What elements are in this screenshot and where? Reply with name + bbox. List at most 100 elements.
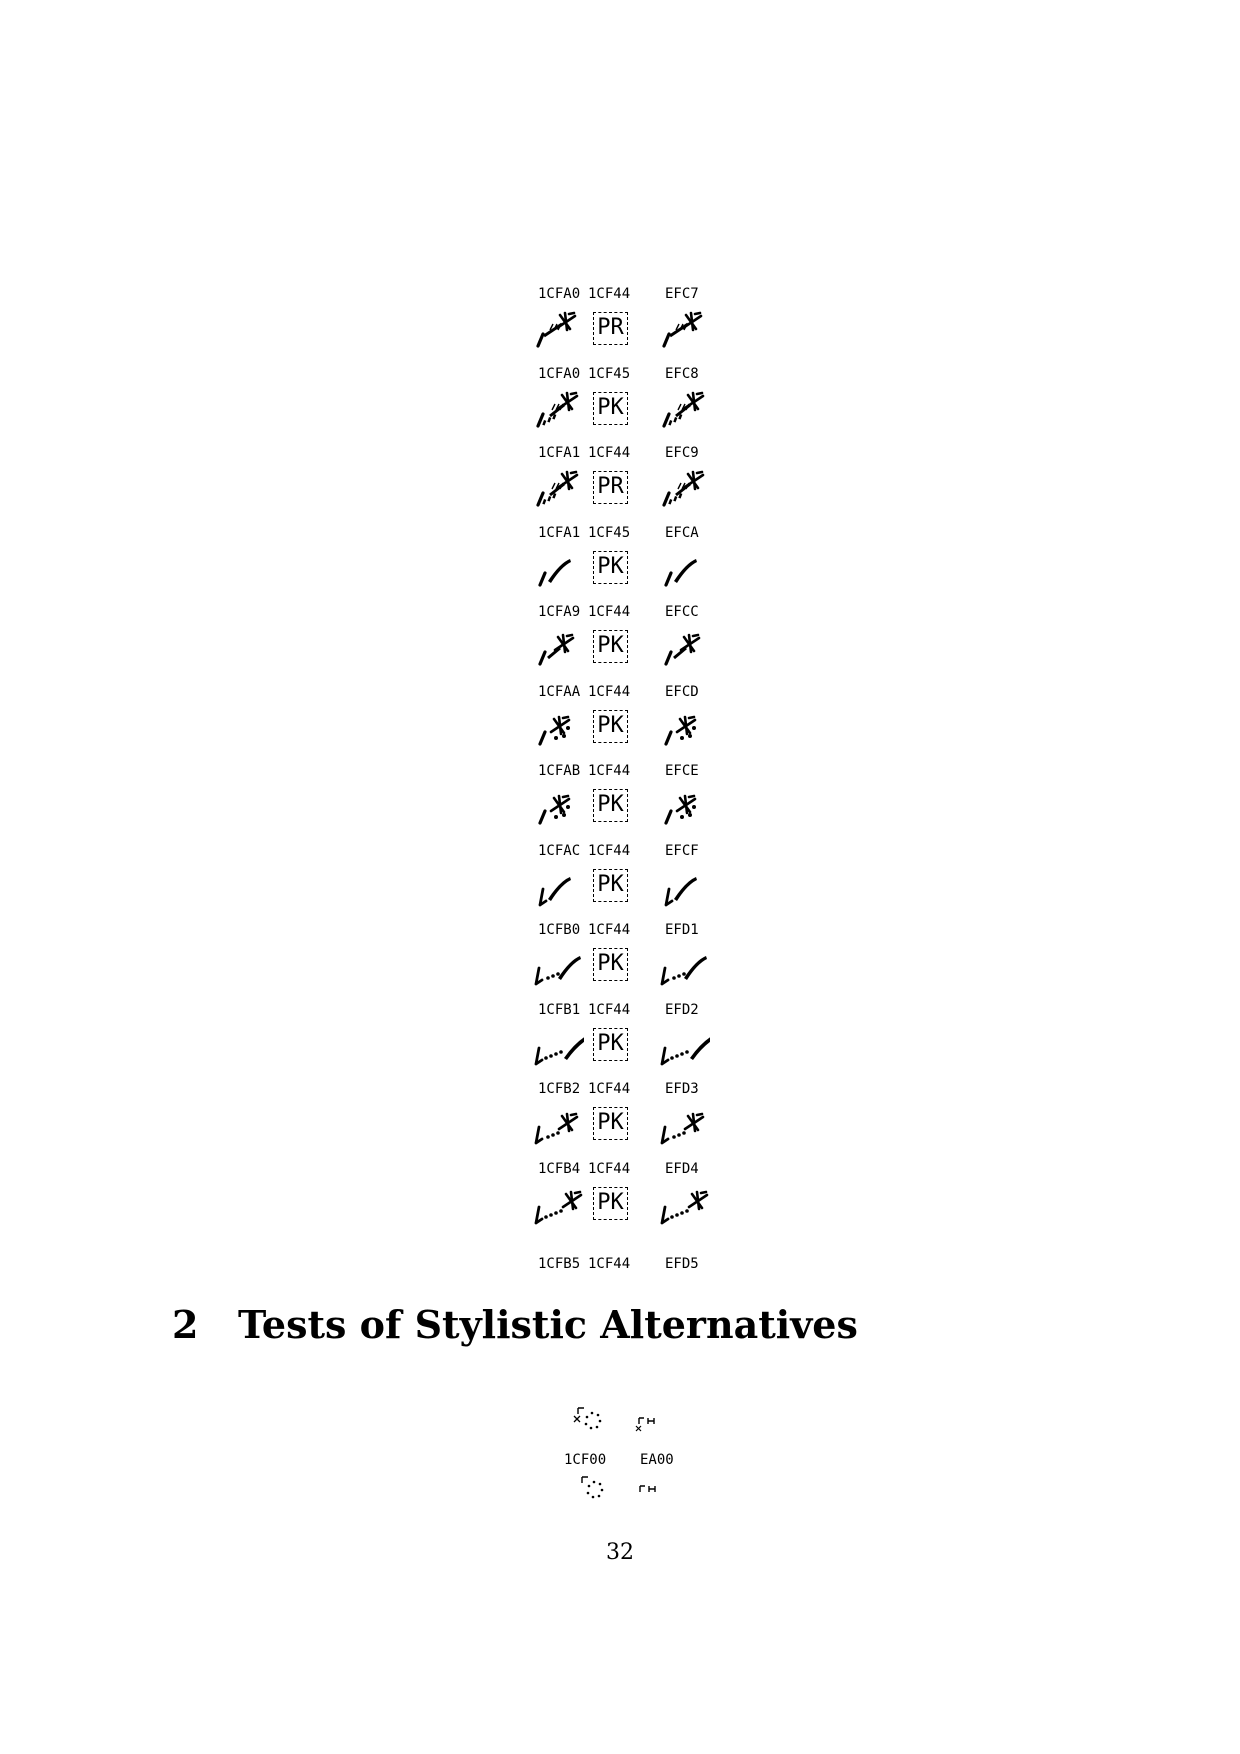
glyph-row: PK — [0, 787, 1240, 831]
code-cell: EFCD — [665, 683, 699, 700]
placeholder-box: PK — [593, 1107, 628, 1140]
code-cell: 1CFA0 — [538, 286, 581, 302]
code-cell: 1CF45 — [588, 524, 631, 541]
code-cell: 1CFA0 — [538, 365, 581, 382]
code-cell: 1CFA1 — [538, 445, 581, 461]
placeholder-box: PK — [593, 630, 628, 663]
composed-glyph-icon — [660, 787, 710, 835]
code-cell: 1CFAB — [538, 763, 581, 779]
code-cell: 1CF44 — [588, 445, 631, 461]
composed-glyph-icon — [660, 628, 710, 676]
placeholder-box: PK — [593, 948, 628, 981]
ligature-glyph-icon — [534, 708, 584, 756]
glyph-row: PK — [0, 1026, 1240, 1070]
ligature-glyph-icon — [534, 310, 584, 358]
placeholder-box: PK — [593, 550, 628, 584]
code-cell: 1CFB1 — [538, 1001, 581, 1018]
code-cell: 1CFB4 — [538, 1160, 581, 1177]
code-cell: 1CF44 — [588, 1256, 631, 1272]
code-cell: 1CF44 — [588, 1160, 631, 1177]
placeholder-box: PR — [593, 471, 628, 504]
composed-glyph-icon — [660, 867, 710, 915]
placeholder-box: PK — [593, 789, 628, 822]
ligature-glyph-icon — [534, 1185, 584, 1233]
code-row: 1CFA0 1CF44 EFC7 — [0, 286, 1240, 306]
composed-glyph-icon — [660, 469, 710, 517]
dotted-circle-glyph-icon — [581, 1476, 604, 1499]
code-cell: 1CF44 — [588, 842, 631, 859]
code-row: 1CFAB 1CF44 EFCE — [0, 763, 1240, 783]
code-cell: 1CF44 — [588, 286, 631, 302]
composed-glyph-icon — [660, 1026, 721, 1074]
composed-glyph-icon — [660, 946, 710, 994]
ligature-glyph-icon — [534, 1105, 584, 1153]
code-cell: EFD2 — [665, 1001, 699, 1018]
code-cell: 1CF44 — [588, 1001, 631, 1018]
letter-glyph-icon — [635, 1417, 655, 1432]
glyph-row: PK — [0, 1105, 1240, 1149]
ligature-glyph-icon — [534, 787, 584, 835]
code-cell: EFC7 — [665, 286, 699, 302]
section-title: Tests of Stylistic Alternatives — [238, 1302, 858, 1347]
ligature-glyph-icon — [534, 867, 584, 915]
placeholder-box: PK — [593, 868, 628, 902]
code-cell: 1CF00 — [564, 1452, 607, 1468]
letter-glyph-icon — [639, 1485, 656, 1492]
code-cell: EFCF — [665, 842, 699, 859]
glyph-row: PK — [0, 628, 1240, 672]
page-number: 32 — [606, 1540, 634, 1565]
glyph-row: PK — [0, 708, 1240, 752]
code-cell: EFCC — [665, 604, 699, 620]
dotted-circle-glyph-icon — [573, 1407, 602, 1430]
code-row: 1CFA1 1CF44 EFC9 — [0, 445, 1240, 465]
code-cell: 1CFB0 — [538, 922, 581, 938]
placeholder-box: PK — [593, 709, 628, 743]
glyph-row: PK — [0, 867, 1240, 911]
composed-glyph-icon — [660, 390, 710, 438]
ligature-glyph-icon — [534, 946, 584, 994]
code-cell: EFC9 — [665, 445, 699, 461]
composed-glyph-icon — [660, 1185, 710, 1233]
code-row: 1CFB2 1CF44 EFD3 — [0, 1081, 1240, 1101]
placeholder-box: PK — [593, 1027, 628, 1061]
code-cell: 1CF45 — [588, 365, 631, 382]
code-cell: 1CFB2 — [538, 1081, 581, 1097]
code-cell: 1CF44 — [588, 604, 631, 620]
code-row: 1CFB4 1CF44 EFD4 — [0, 1161, 1240, 1181]
code-cell: EFCA — [665, 524, 699, 541]
section-heading: 2 Tests of Stylistic Alternatives — [172, 1302, 858, 1347]
code-cell: 1CFB5 — [538, 1256, 581, 1272]
composed-glyph-icon — [660, 708, 710, 756]
ligature-glyph-icon — [534, 390, 584, 438]
code-row: 1CFB0 1CF44 EFD1 — [0, 922, 1240, 942]
code-cell: EFD5 — [665, 1256, 699, 1272]
code-cell: 1CF44 — [588, 922, 631, 938]
code-row: 1CFAC 1CF44 EFCF — [0, 843, 1240, 863]
code-cell: 1CF44 — [588, 1081, 631, 1097]
placeholder-box: PR — [593, 312, 628, 345]
code-row: 1CFAA 1CF44 EFCD — [0, 684, 1240, 704]
glyph-row: PR — [0, 310, 1240, 354]
code-cell: EFCE — [665, 763, 699, 779]
composed-glyph-icon — [660, 310, 710, 358]
composed-glyph-icon — [660, 549, 710, 597]
glyph-row: PK — [0, 946, 1240, 990]
placeholder-box: PK — [593, 391, 628, 425]
code-row: 1CFA9 1CF44 EFCC — [0, 604, 1240, 624]
code-row: 1CFA1 1CF45 EFCA — [0, 525, 1240, 545]
code-cell: EFD4 — [665, 1160, 699, 1177]
ligature-glyph-icon — [534, 549, 584, 597]
composed-glyph-icon — [660, 1105, 710, 1153]
code-row: 1CFA0 1CF45 EFC8 — [0, 366, 1240, 386]
code-row-last: 1CFB5 1CF44 EFD5 — [0, 1256, 1240, 1276]
code-cell: 1CFA9 — [538, 604, 581, 620]
code-cell: EA00 — [640, 1452, 674, 1468]
glyph-row: PR — [0, 469, 1240, 513]
code-cell: EFD1 — [665, 922, 699, 938]
code-cell: 1CF44 — [588, 763, 631, 779]
code-cell: EFD3 — [665, 1081, 699, 1097]
placeholder-box: PK — [593, 1186, 628, 1220]
ligature-glyph-icon — [534, 1026, 595, 1074]
ligature-glyph-icon — [534, 628, 584, 676]
glyph-row: PK — [0, 390, 1240, 434]
